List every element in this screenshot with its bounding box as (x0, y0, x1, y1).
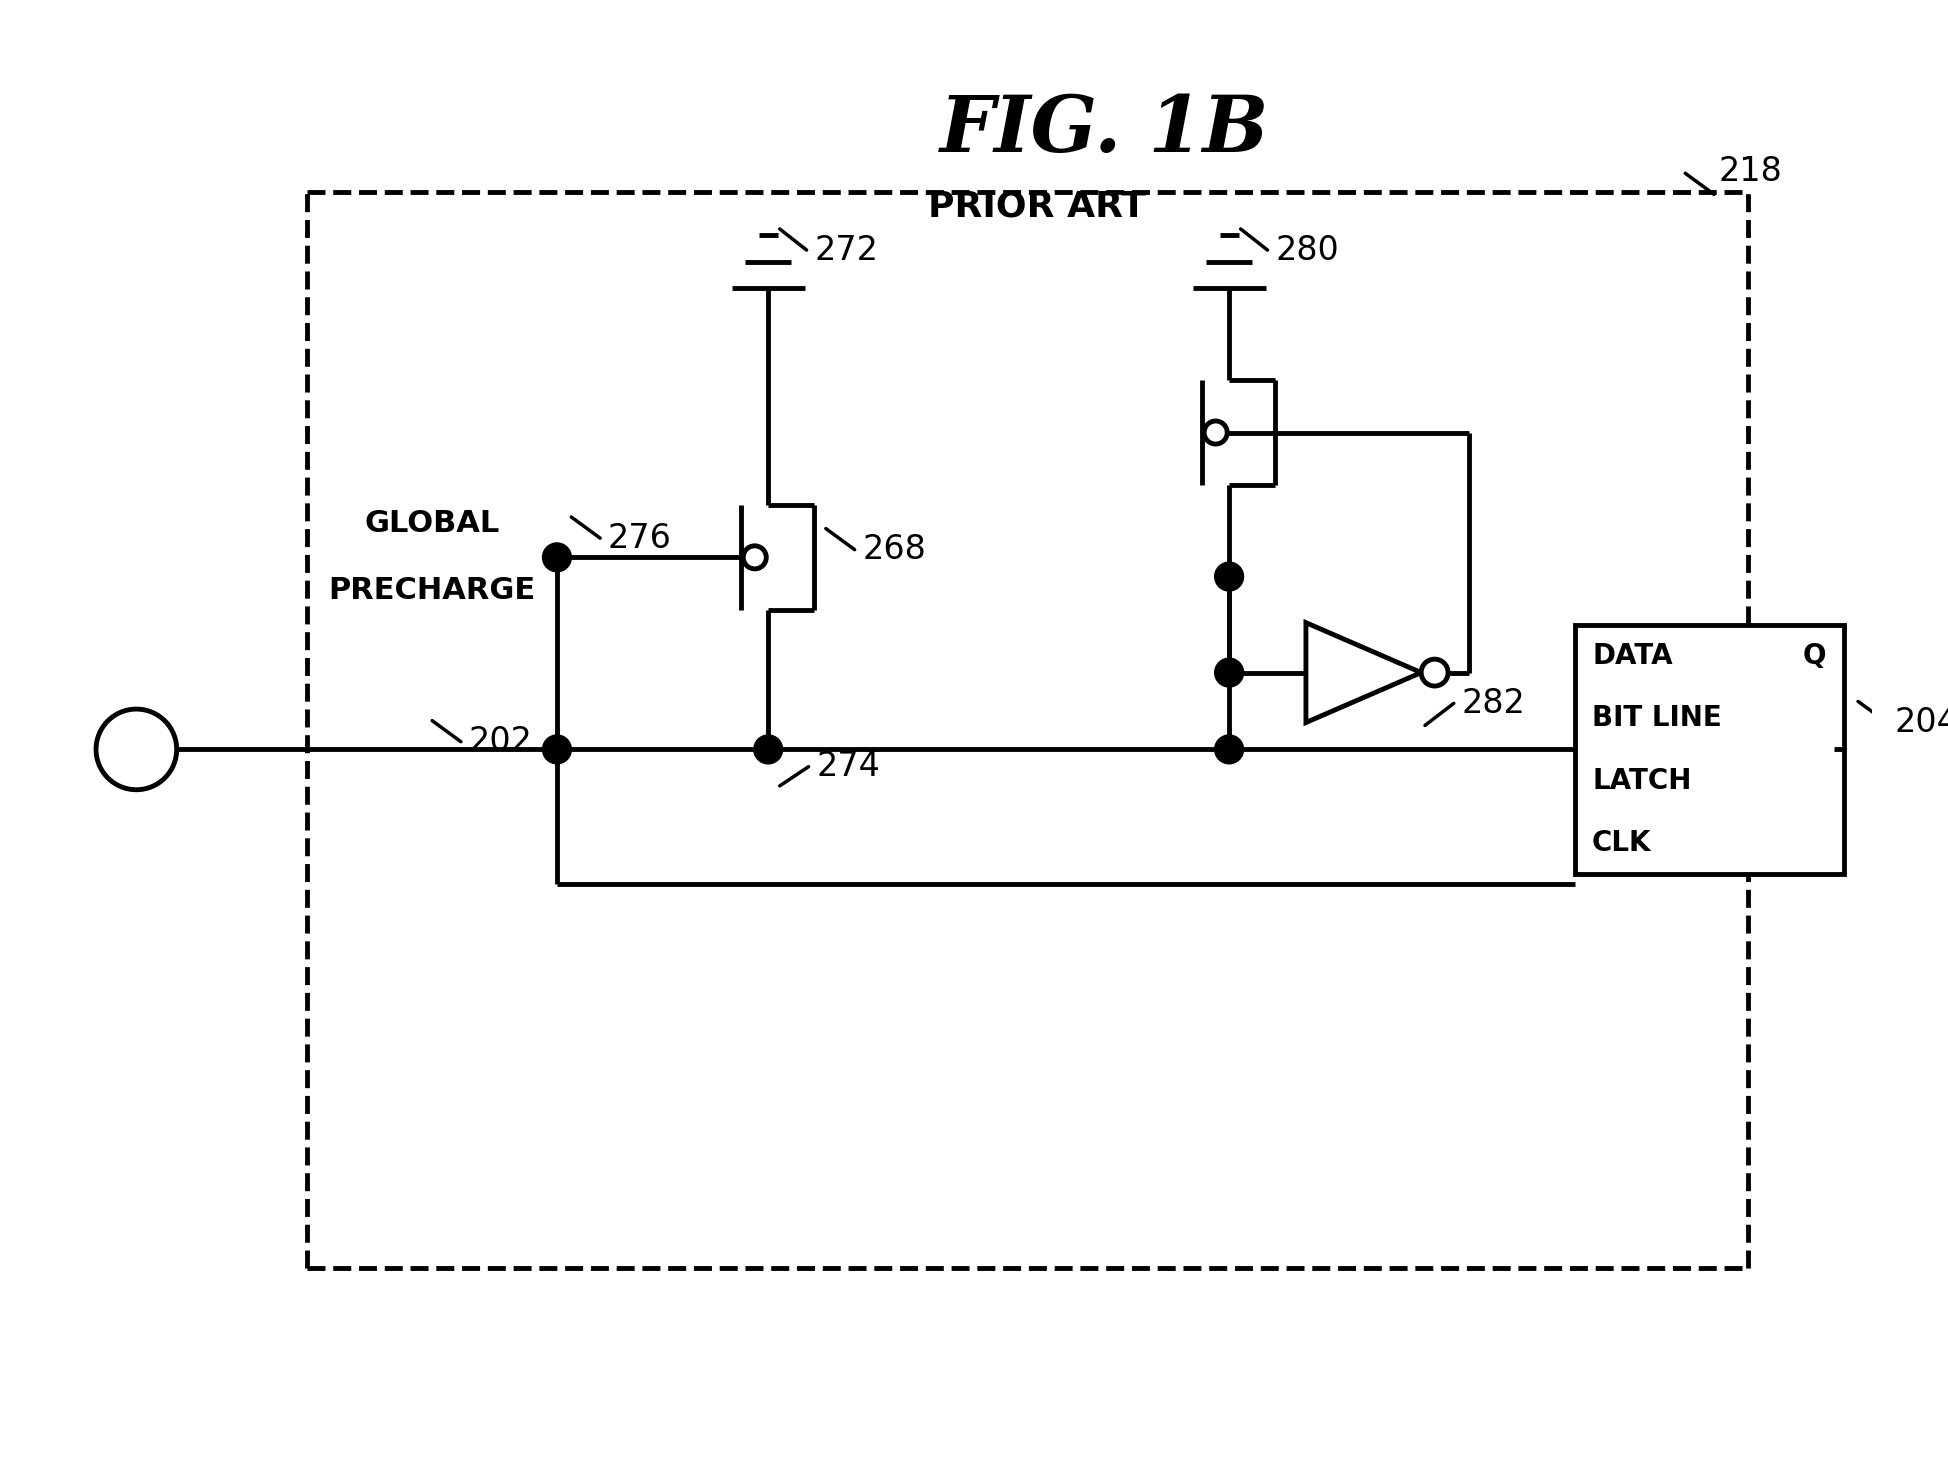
Text: PRECHARGE: PRECHARGE (329, 576, 536, 606)
Text: 204: 204 (1893, 706, 1948, 739)
Text: 272: 272 (814, 234, 879, 266)
FancyBboxPatch shape (1574, 625, 1843, 875)
Text: BIT LINE: BIT LINE (1592, 704, 1720, 732)
Text: FIG. 1B: FIG. 1B (939, 91, 1268, 168)
Text: 218: 218 (1718, 154, 1782, 188)
Text: CLK: CLK (1592, 829, 1650, 857)
Text: A: A (123, 732, 150, 766)
Circle shape (754, 735, 783, 764)
Text: GLOBAL: GLOBAL (364, 509, 499, 538)
Circle shape (1214, 735, 1243, 764)
Text: Q: Q (1802, 642, 1825, 670)
Circle shape (542, 735, 571, 764)
Text: PRIOR ART: PRIOR ART (927, 190, 1145, 223)
Text: DATA: DATA (1592, 642, 1671, 670)
Circle shape (95, 709, 177, 789)
Text: 202: 202 (468, 725, 532, 759)
Circle shape (1204, 420, 1227, 444)
Text: 268: 268 (861, 534, 925, 566)
Circle shape (1214, 562, 1243, 591)
Circle shape (742, 545, 766, 569)
Circle shape (1214, 659, 1243, 686)
Text: 276: 276 (608, 522, 672, 554)
Text: LATCH: LATCH (1592, 767, 1691, 795)
Circle shape (1420, 659, 1447, 686)
Text: 282: 282 (1461, 686, 1525, 720)
Circle shape (542, 542, 571, 572)
Text: 274: 274 (816, 750, 880, 784)
Text: 280: 280 (1274, 234, 1338, 266)
